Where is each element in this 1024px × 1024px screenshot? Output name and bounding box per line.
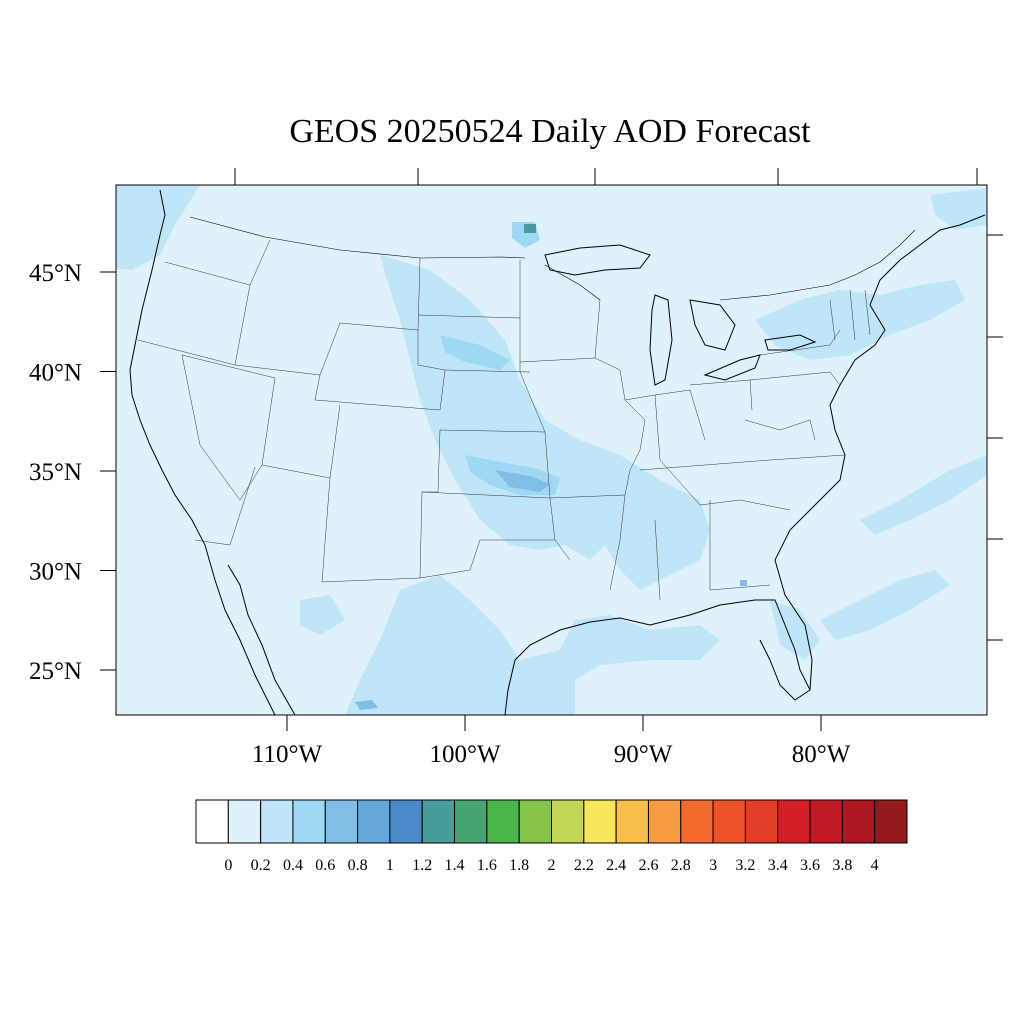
gulf-of-california-coast bbox=[227, 564, 296, 715]
colorbar-swatch bbox=[518, 799, 553, 844]
colorbar-swatch bbox=[874, 799, 908, 844]
colorbar-swatch bbox=[421, 799, 456, 844]
gulf-coastline bbox=[504, 599, 811, 715]
latitude-axis: 45°N 40°N 35°N 30°N 25°N bbox=[29, 260, 116, 685]
colorbar-swatch bbox=[615, 799, 649, 844]
lat-label: 45°N bbox=[29, 260, 82, 287]
aod-plume-pacific bbox=[116, 185, 200, 270]
coastline-borders bbox=[129, 189, 986, 715]
aod-plume-mexico-gulf bbox=[300, 595, 345, 635]
colorbar-swatch bbox=[841, 799, 876, 844]
lake-superior bbox=[544, 244, 651, 276]
colorbar-label: 0.2 bbox=[251, 857, 271, 874]
colorbar-swatch bbox=[389, 799, 423, 844]
colorbar-label: 1.2 bbox=[412, 857, 432, 874]
colorbar-label: 1.6 bbox=[477, 857, 497, 874]
pacific-coastline bbox=[129, 189, 276, 715]
colorbar-swatch bbox=[292, 799, 326, 844]
colorbar-swatch bbox=[486, 799, 520, 844]
colorbar-label: 1.4 bbox=[445, 857, 465, 874]
colorbar-label: 2.8 bbox=[671, 857, 691, 874]
aod-plume-northeast bbox=[755, 280, 965, 360]
canada-us-border bbox=[189, 216, 916, 301]
right-frame-ticks bbox=[987, 234, 1003, 641]
colorbar-label: 1 bbox=[386, 857, 394, 874]
lat-label: 25°N bbox=[29, 658, 82, 685]
colorbar-label: 4 bbox=[871, 857, 879, 874]
longitude-axis: 110°W 100°W 90°W 80°W bbox=[252, 715, 851, 768]
lake-michigan bbox=[649, 294, 673, 386]
lake-huron bbox=[689, 299, 736, 351]
colorbar-swatch bbox=[809, 799, 843, 844]
colorbar-swatch bbox=[712, 799, 746, 844]
aod-spot-georgia bbox=[740, 580, 747, 586]
top-frame-ticks bbox=[234, 168, 978, 185]
aod-spot-mexico bbox=[355, 700, 378, 710]
colorbar-swatch bbox=[647, 799, 682, 844]
colorbar-label: 0 bbox=[224, 857, 232, 874]
colorbar-label: 0.6 bbox=[315, 857, 335, 874]
colorbar-swatch bbox=[454, 799, 488, 844]
lon-label: 110°W bbox=[252, 741, 323, 768]
colorbar-label: 0.4 bbox=[283, 857, 303, 874]
colorbar-swatch bbox=[680, 799, 714, 844]
aod-spot-minnesota bbox=[524, 224, 536, 233]
colorbar-label: 2.4 bbox=[606, 857, 626, 874]
colorbar-label: 2 bbox=[548, 857, 556, 874]
atlantic-coastline bbox=[774, 214, 986, 691]
lon-label: 90°W bbox=[614, 741, 673, 768]
aod-shading bbox=[116, 185, 987, 715]
lake-erie bbox=[703, 354, 761, 381]
colorbar-swatch bbox=[583, 799, 617, 844]
colorbar-label: 2.6 bbox=[638, 857, 658, 874]
aod-colorbar-labels: 0 0.2 0.4 0.6 0.8 1 1.2 1.4 1.6 1.8 2 2.2 2.4 2.6 2.8 3… bbox=[224, 857, 878, 874]
figure-title: GEOS 20250524 Daily AOD Forecast bbox=[289, 113, 811, 150]
lat-label: 30°N bbox=[29, 559, 82, 586]
lat-label: 40°N bbox=[29, 360, 82, 387]
colorbar-swatch bbox=[324, 799, 359, 844]
lon-label: 100°W bbox=[429, 741, 500, 768]
map-frame bbox=[115, 184, 988, 716]
colorbar-label: 3.6 bbox=[800, 857, 820, 874]
aod-plume-plains bbox=[380, 255, 710, 590]
map-panel: 45°N 40°N 35°N 30°N 25°N 110°W 100°W 90°W 80°W bbox=[29, 168, 1003, 768]
colorbar-swatch bbox=[357, 799, 391, 844]
lat-label: 35°N bbox=[29, 459, 82, 486]
colorbar-swatch bbox=[227, 799, 262, 844]
aod-spot-oklahoma bbox=[495, 470, 550, 492]
aod-colorbar bbox=[195, 799, 908, 844]
colorbar-label: 3.2 bbox=[735, 857, 755, 874]
aod-plume-atlantic-south bbox=[820, 570, 950, 640]
aod-plume-florida bbox=[770, 600, 820, 660]
lon-label: 80°W bbox=[792, 741, 851, 768]
state-borders bbox=[137, 239, 871, 601]
aod-core-kansas bbox=[440, 335, 510, 370]
colorbar-label: 3 bbox=[709, 857, 717, 874]
colorbar-label: 2.2 bbox=[574, 857, 594, 874]
colorbar-swatch bbox=[195, 799, 229, 844]
colorbar-label: 1.8 bbox=[509, 857, 529, 874]
colorbar-swatch bbox=[260, 799, 294, 844]
colorbar-swatch bbox=[777, 799, 811, 844]
colorbar-label: 0.8 bbox=[348, 857, 368, 874]
colorbar-label: 3.8 bbox=[832, 857, 852, 874]
colorbar-label: 3.4 bbox=[768, 857, 788, 874]
aod-plume-atlantic bbox=[860, 455, 987, 535]
colorbar-swatch bbox=[744, 799, 779, 844]
lake-ontario bbox=[764, 334, 817, 351]
colorbar-swatch bbox=[551, 799, 585, 844]
aod-plume-gulf-texas bbox=[345, 575, 720, 715]
